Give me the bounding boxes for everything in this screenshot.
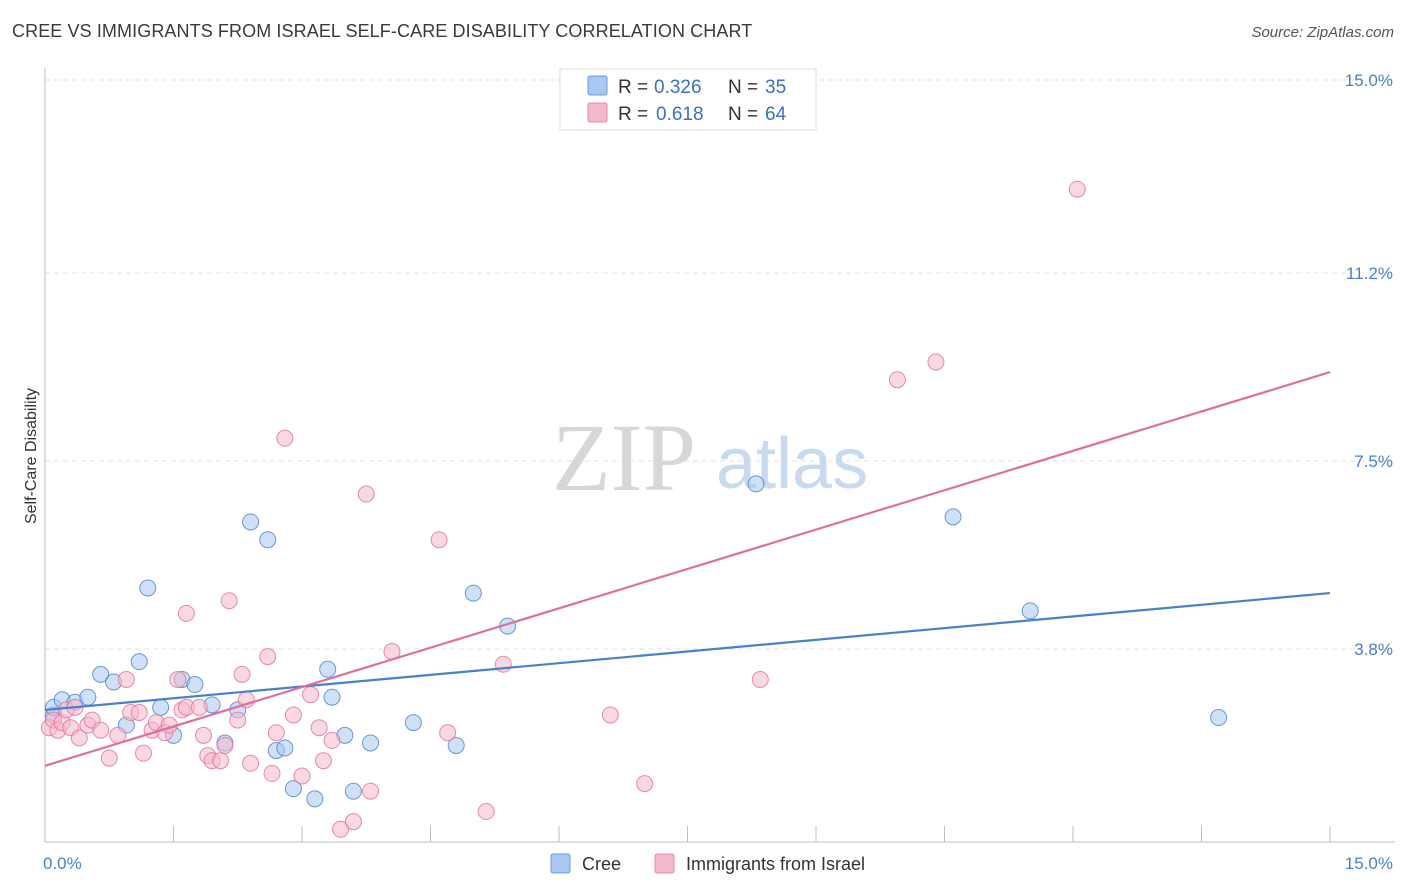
point-israel-43 [310, 719, 328, 737]
point-cree-29 [447, 736, 465, 754]
y-tick-label-2: 11.2% [1346, 264, 1393, 283]
watermark-atlas: atlas [716, 424, 868, 504]
legend-r-value-israel: 0.618 [656, 104, 704, 125]
legend-n-value-cree: 35 [765, 77, 786, 98]
point-israel-7 [70, 729, 88, 747]
point-israel-33 [233, 665, 251, 683]
point-cree-4 [79, 688, 97, 706]
legend: R = 0.326 N = 35 R = 0.618 N = 64 [559, 68, 817, 131]
trend-lines [44, 371, 1331, 767]
point-israel-10 [92, 721, 110, 739]
point-israel-59 [927, 353, 945, 371]
point-israel-32 [229, 711, 247, 729]
legend-r-label-cree: R = [618, 77, 648, 98]
y-tick-label-0: 3.8% [1354, 640, 1393, 659]
point-cree-22 [306, 790, 324, 808]
point-cree-18 [259, 531, 277, 549]
point-israel-24 [177, 604, 195, 622]
point-israel-60 [1068, 180, 1086, 198]
point-israel-15 [130, 703, 148, 721]
legend-n-label-cree: N = [728, 77, 758, 98]
point-israel-49 [362, 782, 380, 800]
point-israel-51 [430, 531, 448, 549]
point-israel-35 [242, 754, 260, 772]
point-cree-33 [944, 508, 962, 526]
data-points [40, 180, 1228, 838]
point-israel-30 [216, 736, 234, 754]
x-tick-labels: 0.0% 15.0% [43, 854, 1393, 873]
point-israel-53 [477, 803, 495, 821]
point-israel-58 [888, 371, 906, 389]
point-israel-41 [293, 767, 311, 785]
point-israel-56 [636, 775, 654, 793]
axes [44, 68, 1395, 843]
point-israel-48 [357, 485, 375, 503]
gridlines [45, 79, 1395, 650]
point-cree-32 [747, 475, 765, 493]
point-israel-21 [169, 670, 187, 688]
trend-line-israel [44, 371, 1331, 767]
point-cree-24 [323, 688, 341, 706]
point-cree-27 [362, 734, 380, 752]
point-israel-42 [302, 686, 320, 704]
point-israel-39 [276, 429, 294, 447]
point-israel-11 [100, 749, 118, 767]
point-israel-44 [314, 752, 332, 770]
legend-swatch-cree [587, 75, 608, 96]
point-israel-55 [601, 706, 619, 724]
point-cree-26 [344, 782, 362, 800]
y-tick-label-1: 7.5% [1354, 452, 1393, 471]
point-israel-37 [263, 764, 281, 782]
x-tick-label-0: 0.0% [43, 854, 82, 873]
point-israel-52 [439, 724, 457, 742]
watermark-zip: ZIP [552, 404, 696, 511]
point-israel-57 [751, 670, 769, 688]
chart-title: CREE VS IMMIGRANTS FROM ISRAEL SELF-CARE… [12, 21, 753, 41]
legend-r-value-cree: 0.326 [654, 77, 702, 98]
chart-source: Source: ZipAtlas.com [1251, 24, 1394, 41]
bottom-legend-label-israel: Immigrants from Israel [686, 854, 865, 874]
point-cree-9 [139, 579, 157, 597]
point-israel-13 [117, 670, 135, 688]
point-israel-36 [259, 648, 277, 666]
point-cree-13 [186, 676, 204, 694]
point-cree-34 [1021, 602, 1039, 620]
point-cree-23 [319, 660, 337, 678]
y-tick-labels: 3.8% 7.5% 11.2% 15.0% [1345, 71, 1393, 659]
bottom-legend: Cree Immigrants from Israel [550, 853, 865, 874]
point-israel-47 [344, 813, 362, 831]
point-israel-38 [267, 724, 285, 742]
point-israel-45 [323, 731, 341, 749]
y-axis-title: Self-Care Disability [23, 388, 40, 524]
point-cree-30 [464, 584, 482, 602]
point-cree-21 [284, 780, 302, 798]
legend-n-value-israel: 64 [765, 104, 787, 125]
legend-r-label-israel: R = [618, 104, 648, 125]
point-israel-29 [212, 752, 230, 770]
point-israel-40 [284, 706, 302, 724]
point-cree-17 [242, 513, 260, 531]
point-cree-20 [276, 739, 294, 757]
point-israel-26 [194, 726, 212, 744]
point-cree-8 [130, 653, 148, 671]
point-cree-35 [1210, 709, 1228, 727]
x-tick-label-1: 15.0% [1345, 854, 1393, 873]
y-tick-label-3: 15.0% [1345, 71, 1393, 90]
bottom-legend-swatch-israel [654, 853, 675, 874]
point-cree-5 [92, 665, 110, 683]
point-cree-28 [404, 714, 422, 732]
point-israel-16 [135, 744, 153, 762]
point-israel-25 [190, 698, 208, 716]
bottom-legend-swatch-cree [550, 853, 571, 874]
point-cree-10 [152, 698, 170, 716]
legend-n-label-israel: N = [728, 104, 758, 125]
point-israel-31 [220, 592, 238, 610]
bottom-legend-label-cree: Cree [582, 854, 621, 874]
trend-line-cree [44, 591, 1331, 712]
point-israel-46 [332, 820, 350, 838]
legend-swatch-israel [587, 102, 608, 123]
